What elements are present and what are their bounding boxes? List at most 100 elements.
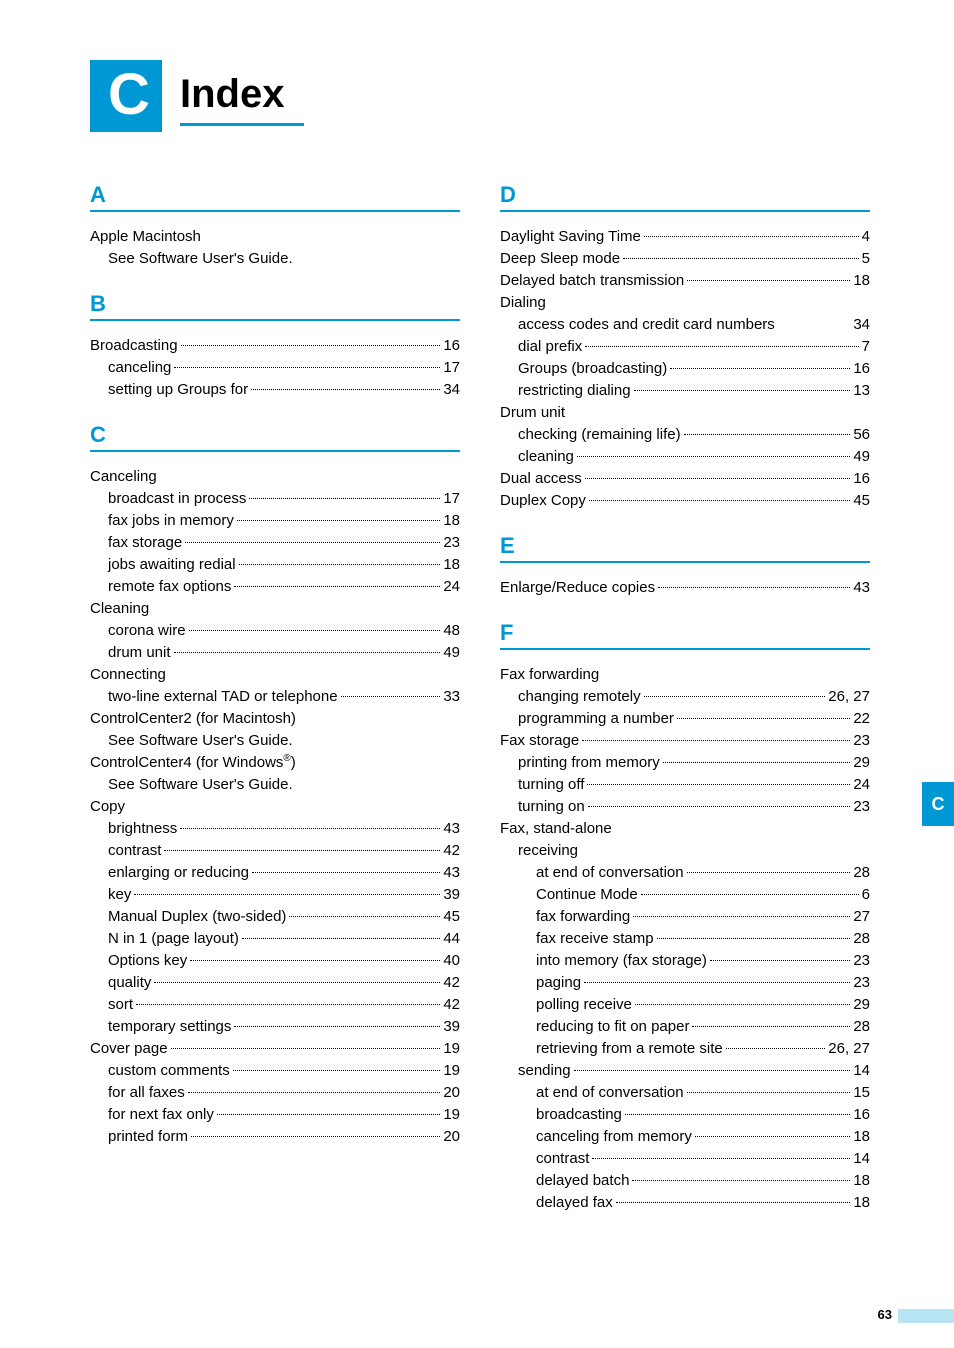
- index-entry-page[interactable]: 17: [443, 488, 460, 509]
- index-entry-label: for next fax only: [108, 1104, 214, 1125]
- index-entry-page[interactable]: 34: [443, 379, 460, 400]
- leader-dots: [670, 368, 850, 369]
- index-entry-page[interactable]: 19: [443, 1104, 460, 1125]
- appendix-badge: C: [90, 60, 162, 132]
- index-entry-label: for all faxes: [108, 1082, 185, 1103]
- index-entry-page[interactable]: 45: [853, 490, 870, 511]
- index-entry-page[interactable]: 20: [443, 1082, 460, 1103]
- index-entry-page[interactable]: 18: [853, 1170, 870, 1191]
- index-entry-page[interactable]: 7: [862, 336, 870, 357]
- index-entry-page[interactable]: 28: [853, 928, 870, 949]
- appendix-letter: C: [108, 61, 150, 128]
- index-entry-label: drum unit: [108, 642, 171, 663]
- index-entry-page[interactable]: 49: [443, 642, 460, 663]
- index-entry-page[interactable]: 14: [853, 1060, 870, 1081]
- index-entry-page[interactable]: 42: [443, 994, 460, 1015]
- index-entry: ControlCenter4 (for Windows®): [90, 752, 460, 773]
- index-entry-page[interactable]: 20: [443, 1126, 460, 1147]
- index-entry-page[interactable]: 23: [853, 796, 870, 817]
- index-entry-page[interactable]: 4: [862, 226, 870, 247]
- index-entry-page[interactable]: 56: [853, 424, 870, 445]
- leader-dots: [658, 587, 850, 588]
- index-entry-page[interactable]: 23: [853, 972, 870, 993]
- index-entry-page[interactable]: 19: [443, 1038, 460, 1059]
- index-entry-page[interactable]: 28: [853, 862, 870, 883]
- index-entry-page[interactable]: 26, 27: [828, 686, 870, 707]
- index-entry: for all faxes 20: [90, 1082, 460, 1103]
- index-entry-page[interactable]: 39: [443, 1016, 460, 1037]
- index-entry-page[interactable]: 19: [443, 1060, 460, 1081]
- index-entry: delayed batch 18: [500, 1170, 870, 1191]
- index-entry-page[interactable]: 17: [443, 357, 460, 378]
- index-entry-page[interactable]: 44: [443, 928, 460, 949]
- index-entry: Cover page 19: [90, 1038, 460, 1059]
- index-entry-page[interactable]: 43: [443, 862, 460, 883]
- index-entry: corona wire 48: [90, 620, 460, 641]
- index-entry-page[interactable]: 23: [853, 950, 870, 971]
- index-entry-label: turning on: [518, 796, 585, 817]
- index-entry-label: setting up Groups for: [108, 379, 248, 400]
- index-entry-label: corona wire: [108, 620, 186, 641]
- index-entry-page[interactable]: 42: [443, 972, 460, 993]
- index-entry-page[interactable]: 18: [443, 554, 460, 575]
- index-entry-page[interactable]: 16: [443, 335, 460, 356]
- index-entry-page[interactable]: 49: [853, 446, 870, 467]
- index-entry-label: Manual Duplex (two-sided): [108, 906, 286, 927]
- index-entry-label: Deep Sleep mode: [500, 248, 620, 269]
- index-entry-page[interactable]: 14: [853, 1148, 870, 1169]
- index-entry-label: contrast: [108, 840, 161, 861]
- index-entry-page[interactable]: 24: [443, 576, 460, 597]
- index-entry-page[interactable]: 39: [443, 884, 460, 905]
- index-entry-page[interactable]: 26, 27: [828, 1038, 870, 1059]
- index-entry-page[interactable]: 18: [853, 1192, 870, 1213]
- index-entry-page[interactable]: 18: [443, 510, 460, 531]
- index-entry: enlarging or reducing 43: [90, 862, 460, 883]
- index-entry-page[interactable]: 40: [443, 950, 460, 971]
- index-entry-label: delayed fax: [536, 1192, 613, 1213]
- index-entry-page[interactable]: 29: [853, 752, 870, 773]
- index-entry-label: turning off: [518, 774, 584, 795]
- index-entry: custom comments 19: [90, 1060, 460, 1081]
- index-entry: contrast 14: [500, 1148, 870, 1169]
- leader-dots: [237, 520, 440, 521]
- index-entry-page[interactable]: 29: [853, 994, 870, 1015]
- index-entry-page[interactable]: 43: [853, 577, 870, 598]
- leader-dots: [191, 1136, 440, 1137]
- index-entry-page[interactable]: 48: [443, 620, 460, 641]
- index-entry-page[interactable]: 18: [853, 270, 870, 291]
- index-entry-page[interactable]: 16: [853, 468, 870, 489]
- index-entry-page[interactable]: 23: [443, 532, 460, 553]
- index-entry: Fax storage 23: [500, 730, 870, 751]
- index-entry: cleaning 49: [500, 446, 870, 467]
- index-entry-label: reducing to fit on paper: [536, 1016, 689, 1037]
- index-entry-page[interactable]: 45: [443, 906, 460, 927]
- index-entry-page[interactable]: 22: [853, 708, 870, 729]
- leader-dots: [641, 894, 859, 895]
- index-entry-page[interactable]: 24: [853, 774, 870, 795]
- index-entry-label: Daylight Saving Time: [500, 226, 641, 247]
- index-entry: two-line external TAD or telephone 33: [90, 686, 460, 707]
- index-entry-page[interactable]: 18: [853, 1126, 870, 1147]
- index-entry-page[interactable]: 42: [443, 840, 460, 861]
- leader-dots: [190, 960, 440, 961]
- section-letter: B: [90, 291, 460, 321]
- index-entry-page[interactable]: 5: [862, 248, 870, 269]
- leader-dots: [189, 630, 441, 631]
- index-entry-page[interactable]: 16: [853, 1104, 870, 1125]
- leader-dots: [687, 872, 851, 873]
- index-entry: Canceling: [90, 466, 460, 487]
- index-entry-label: at end of conversation: [536, 1082, 684, 1103]
- index-entry-page[interactable]: 43: [443, 818, 460, 839]
- index-entry-page[interactable]: 16: [853, 358, 870, 379]
- index-entry-page[interactable]: 13: [853, 380, 870, 401]
- index-entry-page[interactable]: 23: [853, 730, 870, 751]
- index-entry-page[interactable]: 28: [853, 1016, 870, 1037]
- index-entry-page[interactable]: 34: [853, 314, 870, 335]
- index-entry: turning on 23: [500, 796, 870, 817]
- index-entry-page[interactable]: 27: [853, 906, 870, 927]
- index-entry-page[interactable]: 6: [862, 884, 870, 905]
- index-entry: Daylight Saving Time 4: [500, 226, 870, 247]
- index-entry-page[interactable]: 15: [853, 1082, 870, 1103]
- index-entry-page[interactable]: 33: [443, 686, 460, 707]
- header: C Index: [90, 60, 874, 132]
